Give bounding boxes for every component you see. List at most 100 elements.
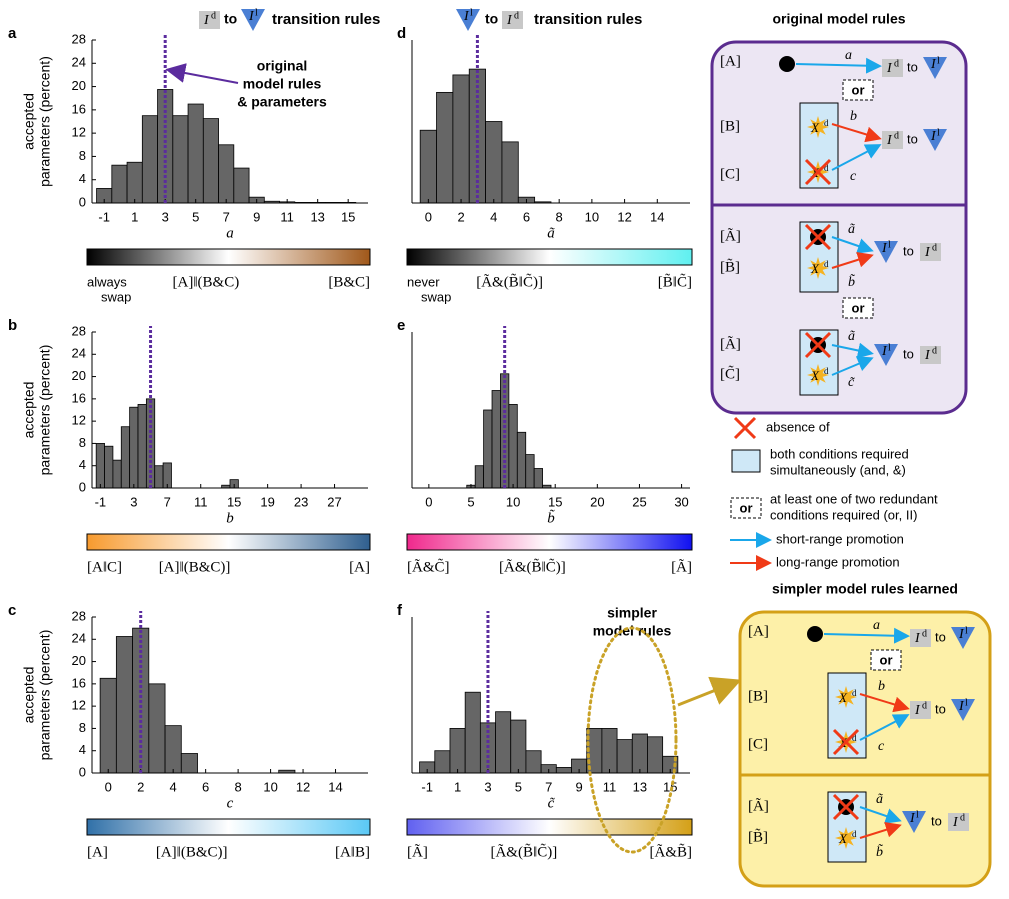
symbol: d	[824, 366, 829, 376]
bar	[452, 74, 470, 204]
y-tick-label: 16	[72, 390, 86, 405]
x-tick-label: 15	[227, 494, 241, 509]
x-tick-label: 2	[457, 209, 464, 224]
symbol: to	[907, 59, 918, 74]
id-box	[920, 346, 941, 364]
x-tick-label: 7	[545, 779, 552, 794]
colorbar-label: [A]‖(B&C)]	[159, 559, 231, 575]
symbol: d	[960, 812, 965, 823]
bar	[154, 465, 164, 489]
il-triangle	[951, 627, 975, 649]
symbol: X	[810, 261, 820, 276]
x-tick-label: 6	[202, 779, 209, 794]
colorbar-label: [A]	[87, 844, 108, 860]
x-tick-label: 9	[253, 209, 260, 224]
x-tick-label: 8	[556, 209, 563, 224]
bar	[218, 144, 235, 204]
x-tick-label: 10	[506, 494, 520, 509]
id-box	[882, 59, 903, 77]
id-box	[910, 701, 931, 719]
symbol: I	[958, 627, 965, 642]
il-triangle	[874, 241, 898, 263]
x-axis-label: ã	[547, 225, 555, 241]
symbol: I	[248, 9, 255, 24]
symbol: M	[781, 59, 792, 71]
bar	[510, 719, 527, 774]
x-axis-label: b̃	[547, 509, 555, 526]
y-tick-label: 24	[72, 346, 86, 361]
colorbar	[86, 818, 371, 836]
y-tick-label: 24	[72, 631, 86, 646]
symbol: I	[203, 13, 210, 28]
symbol: d	[922, 628, 927, 639]
symbol: d	[894, 58, 899, 69]
colorbar	[406, 533, 693, 551]
x-axis-label: c	[227, 795, 234, 811]
symbol: l	[255, 7, 258, 18]
symbol: I	[881, 344, 888, 359]
x-tick-label: 5	[192, 209, 199, 224]
bar	[129, 406, 139, 489]
panel-letter: f	[397, 602, 403, 619]
x-tick-label: 19	[260, 494, 274, 509]
symbol: to	[903, 243, 914, 258]
x-tick-label: -1	[421, 779, 433, 794]
bar	[164, 725, 182, 774]
y-tick-label: 4	[79, 171, 86, 186]
bar	[202, 118, 219, 204]
x-tick-label: -1	[98, 209, 110, 224]
symbol: to	[935, 629, 946, 644]
y-tick-label: 8	[79, 720, 86, 735]
cross	[832, 793, 860, 821]
y-tick-label: 28	[72, 31, 86, 46]
y-tick-label: 4	[79, 742, 86, 757]
bar	[172, 115, 189, 204]
y-axis-label: parameters (percent)	[37, 630, 53, 761]
legend-text: short-range promotion	[776, 531, 904, 546]
y-tick-label: 20	[72, 653, 86, 668]
colorbar-label: [Ã]	[671, 559, 692, 575]
bar	[464, 691, 481, 774]
or-box	[842, 79, 874, 101]
il-triangle	[456, 9, 480, 31]
y-tick-label: 0	[79, 194, 86, 209]
symbol: X	[838, 690, 848, 705]
colorbar-label: always	[87, 274, 127, 289]
x-tick-label: 27	[327, 494, 341, 509]
rule-param: a	[845, 48, 852, 63]
y-tick-label: 12	[72, 125, 86, 140]
colorbar-label: [B&C]	[328, 274, 370, 290]
annotation: & parameters	[237, 94, 327, 110]
colorbar-label: [Ã&B̃]	[650, 843, 693, 860]
symbol: X	[810, 165, 820, 180]
y-axis-label: accepted	[21, 667, 37, 724]
x-tick-label: 4	[170, 779, 177, 794]
colorbar-label: [Ã&(B̃‖C̃)]	[490, 843, 557, 860]
bar	[112, 459, 122, 489]
rule-param: c	[850, 169, 857, 184]
bar	[419, 129, 437, 204]
x-axis-label: a	[226, 225, 234, 241]
x-tick-label: 0	[425, 209, 432, 224]
rule-label: [B̃]	[720, 258, 740, 275]
or-box	[730, 497, 762, 519]
bar	[601, 728, 618, 774]
panel-letter: c	[8, 602, 16, 619]
short-range-arrow	[831, 342, 874, 359]
y-tick-label: 28	[72, 323, 86, 338]
colorbar	[406, 248, 693, 266]
bar	[95, 443, 105, 489]
symbol: d	[824, 259, 829, 269]
symbol: d	[514, 10, 519, 21]
symbol: I	[506, 13, 513, 28]
bar	[104, 445, 114, 489]
x-tick-label: 13	[310, 209, 324, 224]
or-label: or	[852, 82, 865, 97]
symbol: d	[922, 700, 927, 711]
x-star	[807, 257, 829, 279]
rule-param: a	[873, 618, 880, 633]
x-tick-label: -1	[95, 494, 107, 509]
y-tick-label: 28	[72, 608, 86, 623]
x-tick-label: 15	[341, 209, 355, 224]
colorbar-label: [Ã&(B̃‖C̃)]	[499, 558, 566, 575]
